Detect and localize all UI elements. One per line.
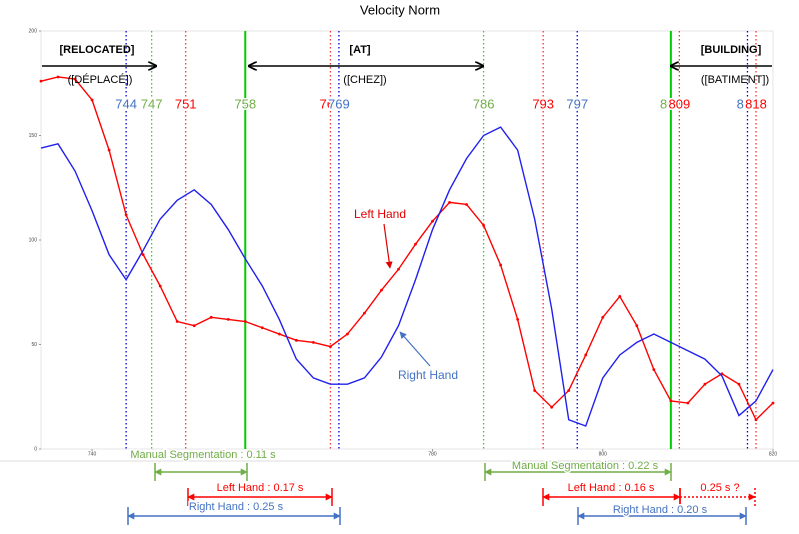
series-point — [311, 341, 315, 344]
series-point — [771, 401, 775, 405]
segment-label: Manual Segmentation : 0.11 s — [130, 449, 276, 461]
x-tick-label: 820 — [769, 451, 778, 457]
frame-marker-label: 747 — [141, 96, 163, 111]
frame-marker-label: 768 — [320, 96, 342, 111]
series-point — [226, 318, 230, 321]
frame-marker-label: 751 — [175, 96, 197, 111]
sign-translation: ([CHEZ]) — [343, 74, 386, 86]
y-tick-label: 150 — [29, 133, 38, 139]
series-point — [618, 295, 622, 298]
series-point — [277, 332, 281, 336]
segment-label: Left Hand : 0.16 s — [568, 482, 655, 494]
x-tick-label: 740 — [88, 451, 97, 457]
series-point — [533, 389, 537, 392]
frame-marker-label: 744 — [115, 96, 137, 111]
series-point — [346, 332, 349, 336]
series-point — [431, 219, 434, 223]
y-tick-label: 50 — [31, 342, 37, 348]
series-point — [39, 79, 43, 83]
series-label: Left Hand — [354, 207, 406, 221]
series-point — [448, 200, 451, 204]
sign-label: [RELOCATED] — [60, 44, 135, 56]
frame-marker-label: 793 — [532, 96, 554, 111]
frame-marker-label: 808 — [660, 96, 682, 111]
series-point — [652, 368, 656, 371]
series-point — [516, 318, 520, 321]
y-tick-label: 200 — [29, 28, 38, 34]
frame-marker-label: 786 — [473, 96, 495, 111]
series-point — [584, 353, 588, 357]
x-tick-label: 780 — [428, 451, 437, 457]
series-point — [414, 242, 417, 246]
series-point — [567, 389, 571, 392]
segment-label: Manual Segmentation : 0.22 s — [512, 460, 659, 472]
series-point — [175, 320, 179, 323]
segment-label: Right Hand : 0.20 s — [613, 504, 708, 516]
series-point — [90, 98, 94, 102]
series-label: Right Hand — [398, 368, 458, 382]
frame-marker-label: 817 — [737, 96, 759, 111]
series-point — [669, 399, 673, 403]
series-point — [294, 338, 298, 342]
chart-title: Velocity Norm — [360, 2, 440, 17]
series-point — [550, 405, 554, 409]
series-point — [107, 148, 111, 152]
series-label-arrow — [399, 331, 431, 367]
sign-translation: ([BATIMENT]) — [701, 74, 769, 86]
series-point — [499, 263, 503, 267]
series-point — [737, 382, 741, 386]
frame-marker-label: 769 — [328, 96, 350, 111]
series-line — [40, 76, 774, 421]
y-tick-label: 100 — [29, 237, 38, 243]
series-point — [754, 418, 758, 422]
series-point — [686, 401, 690, 405]
series-point — [635, 324, 639, 328]
frame-marker-label: 797 — [566, 96, 588, 111]
sign-translation: ([DÉPLACÉ]) — [68, 73, 133, 86]
series-point — [56, 75, 60, 79]
series-line — [40, 126, 774, 427]
series-point — [209, 315, 213, 319]
segment-label: Left Hand : 0.17 s — [217, 482, 304, 494]
sign-label: [AT] — [349, 44, 371, 56]
series-point — [363, 311, 366, 315]
series-point — [141, 253, 145, 257]
series-point — [328, 345, 332, 348]
series-point — [73, 77, 77, 81]
series-point — [380, 288, 383, 292]
x-tick-label: 760 — [258, 451, 267, 457]
segment-label: 0.25 s ? — [700, 482, 739, 494]
series-point — [124, 213, 128, 217]
series-point — [703, 382, 707, 386]
frame-marker-label: 809 — [669, 96, 691, 111]
series-point — [192, 324, 196, 328]
series-point — [465, 203, 468, 206]
series-point — [158, 284, 162, 288]
series-point — [243, 320, 247, 323]
sign-label: [BUILDING] — [701, 44, 762, 56]
series-point — [260, 326, 264, 330]
frame-marker-label: 758 — [234, 96, 256, 111]
series-point — [397, 267, 400, 271]
segment-label: Right Hand : 0.25 s — [189, 501, 284, 513]
series-label-arrow — [383, 223, 393, 269]
series-point — [482, 223, 486, 227]
series-point — [601, 315, 605, 319]
frame-marker-label: 818 — [745, 96, 767, 111]
x-tick-label: 800 — [599, 451, 608, 457]
y-tick-label: 0 — [34, 446, 37, 452]
